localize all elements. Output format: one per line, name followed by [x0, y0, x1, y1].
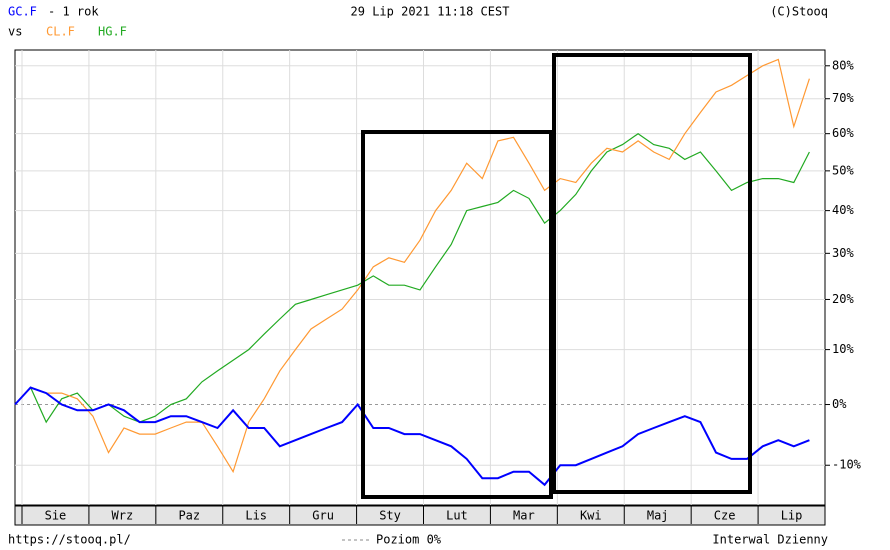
- chart-title: - 1 rok: [48, 5, 99, 19]
- vs-label: vs: [8, 25, 22, 39]
- series-line: [14, 132, 810, 424]
- x-tick-label: Maj: [647, 509, 669, 523]
- y-tick-label: 10%: [832, 342, 854, 356]
- y-tick-label: 80%: [832, 58, 854, 72]
- highlight-box: [552, 53, 752, 494]
- x-tick-label: Cze: [714, 509, 736, 523]
- y-tick-label: 20%: [832, 292, 854, 306]
- y-tick-label: -10%: [832, 458, 862, 472]
- x-tick-label: Lis: [245, 509, 267, 523]
- x-axis-band: [14, 505, 826, 526]
- series-line: [14, 386, 810, 487]
- y-tick-label: 40%: [832, 203, 854, 217]
- x-tick-label: Mar: [513, 509, 535, 523]
- y-tick-label: 60%: [832, 126, 854, 140]
- x-tick-label: Sie: [45, 509, 67, 523]
- date: 29 Lip 2021 11:18 CEST: [351, 5, 510, 19]
- x-tick-label: Wrz: [112, 509, 134, 523]
- x-tick-label: Gru: [312, 509, 334, 523]
- legend-entry: CL.F: [46, 25, 75, 39]
- interval-label: Interwal Dzienny: [712, 533, 828, 547]
- y-tick-label: 0%: [832, 397, 847, 411]
- zero-line-label: Poziom 0%: [376, 533, 442, 547]
- x-tick-label: Lut: [446, 509, 468, 523]
- url: https://stooq.pl/: [8, 533, 131, 547]
- legend-entry: HG.F: [98, 25, 127, 39]
- y-tick-label: 50%: [832, 163, 854, 177]
- legend-main: GC.F: [8, 5, 37, 19]
- series-line: [14, 58, 810, 474]
- x-tick-label: Kwi: [580, 509, 602, 523]
- y-tick-label: 30%: [832, 246, 854, 260]
- source: (C)Stooq: [770, 5, 828, 19]
- y-tick-label: 70%: [832, 91, 854, 105]
- x-tick-label: Lip: [781, 509, 803, 523]
- highlight-box: [361, 130, 553, 499]
- plot-frame: [14, 49, 826, 506]
- x-tick-label: Sty: [379, 509, 401, 523]
- x-tick-label: Paz: [178, 509, 200, 523]
